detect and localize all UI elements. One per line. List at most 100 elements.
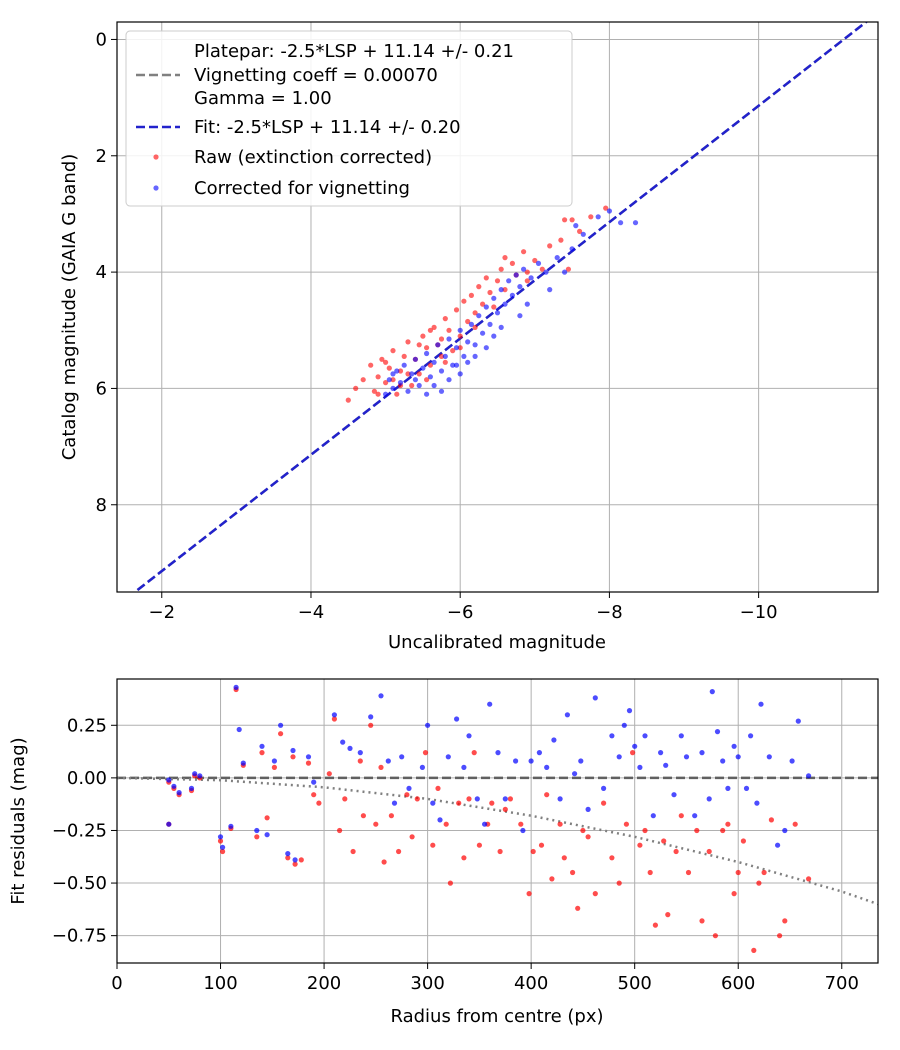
corrected-point xyxy=(547,287,553,293)
top-y-axis-label: Catalog magnitude (GAIA G band) xyxy=(59,154,80,461)
corrected-point xyxy=(748,733,754,739)
corrected-point xyxy=(446,377,452,383)
corrected-point xyxy=(487,321,493,327)
raw-point xyxy=(558,237,564,243)
top-axis-ticks: −2 −4 −6 −8 −10 0 2 4 6 8 xyxy=(96,29,778,623)
top-fit-lines xyxy=(132,22,869,592)
corrected-point xyxy=(427,374,433,380)
corrected-point xyxy=(386,377,392,383)
corrected-point xyxy=(743,785,750,792)
raw-point xyxy=(424,377,430,383)
raw-point xyxy=(305,760,312,766)
corrected-point xyxy=(621,722,627,728)
raw-point xyxy=(368,362,374,368)
corrected-point xyxy=(528,275,534,281)
raw-point xyxy=(544,792,550,798)
corrected-point xyxy=(438,368,445,374)
legend-gamma-label: Gamma = 1.00 xyxy=(194,88,332,109)
raw-point xyxy=(569,217,575,223)
corrected-point xyxy=(543,269,549,275)
corrected-point xyxy=(692,813,698,819)
y-tick-label: −0.50 xyxy=(52,873,107,894)
raw-point xyxy=(497,848,503,855)
x-tick-label: −4 xyxy=(298,602,325,623)
corrected-point xyxy=(731,743,737,749)
corrected-point xyxy=(446,336,452,342)
corrected-point xyxy=(445,754,451,760)
corrected-point xyxy=(626,708,633,714)
corrected-point xyxy=(557,796,563,802)
raw-point xyxy=(706,848,712,855)
corrected-point xyxy=(311,779,317,785)
raw-point xyxy=(678,813,684,819)
raw-point xyxy=(792,821,798,827)
raw-point xyxy=(326,771,332,777)
corrected-point xyxy=(535,260,542,266)
raw-point xyxy=(489,800,495,806)
raw-point xyxy=(585,834,591,840)
corrected-point xyxy=(233,684,239,691)
raw-point xyxy=(390,348,396,354)
raw-point xyxy=(292,861,298,867)
y-tick-label: 2 xyxy=(96,146,107,167)
raw-point xyxy=(405,339,411,345)
legend-corrected-swatch xyxy=(153,185,159,191)
corrected-point xyxy=(472,353,478,359)
corrected-point xyxy=(775,842,781,848)
top-x-axis-label: Uncalibrated magnitude xyxy=(388,632,606,653)
corrected-point xyxy=(438,388,445,394)
raw-point xyxy=(217,838,224,844)
raw-point xyxy=(409,382,415,389)
raw-point xyxy=(665,912,671,918)
corrected-point xyxy=(431,382,437,389)
corrected-point xyxy=(474,796,480,802)
corrected-point xyxy=(580,231,586,237)
corrected-point xyxy=(468,321,474,327)
corrected-point xyxy=(735,754,741,760)
corrected-point xyxy=(340,739,346,745)
corrected-point xyxy=(453,362,460,368)
raw-point xyxy=(502,806,508,813)
corrected-point xyxy=(494,310,501,316)
raw-point xyxy=(438,353,445,359)
raw-point xyxy=(647,869,653,876)
raw-point xyxy=(345,397,351,403)
raw-point xyxy=(588,214,594,220)
raw-point xyxy=(694,827,700,834)
raw-point xyxy=(461,855,467,861)
raw-point xyxy=(371,388,377,394)
raw-point xyxy=(375,391,381,397)
corrected-point xyxy=(616,754,622,760)
corrected-point xyxy=(491,295,497,301)
corrected-point xyxy=(520,827,526,834)
corrected-point xyxy=(437,817,443,823)
x-tick-label: 500 xyxy=(618,973,652,994)
corrected-point xyxy=(606,208,613,214)
raw-point xyxy=(483,275,489,281)
raw-point xyxy=(538,842,545,848)
series-line xyxy=(132,22,869,592)
raw-point xyxy=(435,785,441,792)
y-tick-label: 0 xyxy=(96,29,107,50)
raw-point xyxy=(390,377,396,383)
corrected-point xyxy=(171,783,177,789)
raw-point xyxy=(476,284,482,290)
corrected-point xyxy=(409,371,415,377)
corrected-point xyxy=(487,701,493,707)
raw-point xyxy=(616,880,622,886)
corrected-point xyxy=(419,764,425,771)
raw-point xyxy=(768,817,775,823)
corrected-point xyxy=(412,356,418,362)
x-tick-label: −6 xyxy=(447,602,474,623)
corrected-point xyxy=(394,368,400,374)
corrected-point xyxy=(397,380,404,386)
corrected-point xyxy=(671,792,677,798)
corrected-point xyxy=(420,365,426,371)
corrected-point xyxy=(425,722,431,728)
x-tick-label: 600 xyxy=(721,973,755,994)
corrected-point xyxy=(632,220,639,226)
legend-raw-swatch xyxy=(153,154,159,160)
raw-point xyxy=(652,922,659,928)
